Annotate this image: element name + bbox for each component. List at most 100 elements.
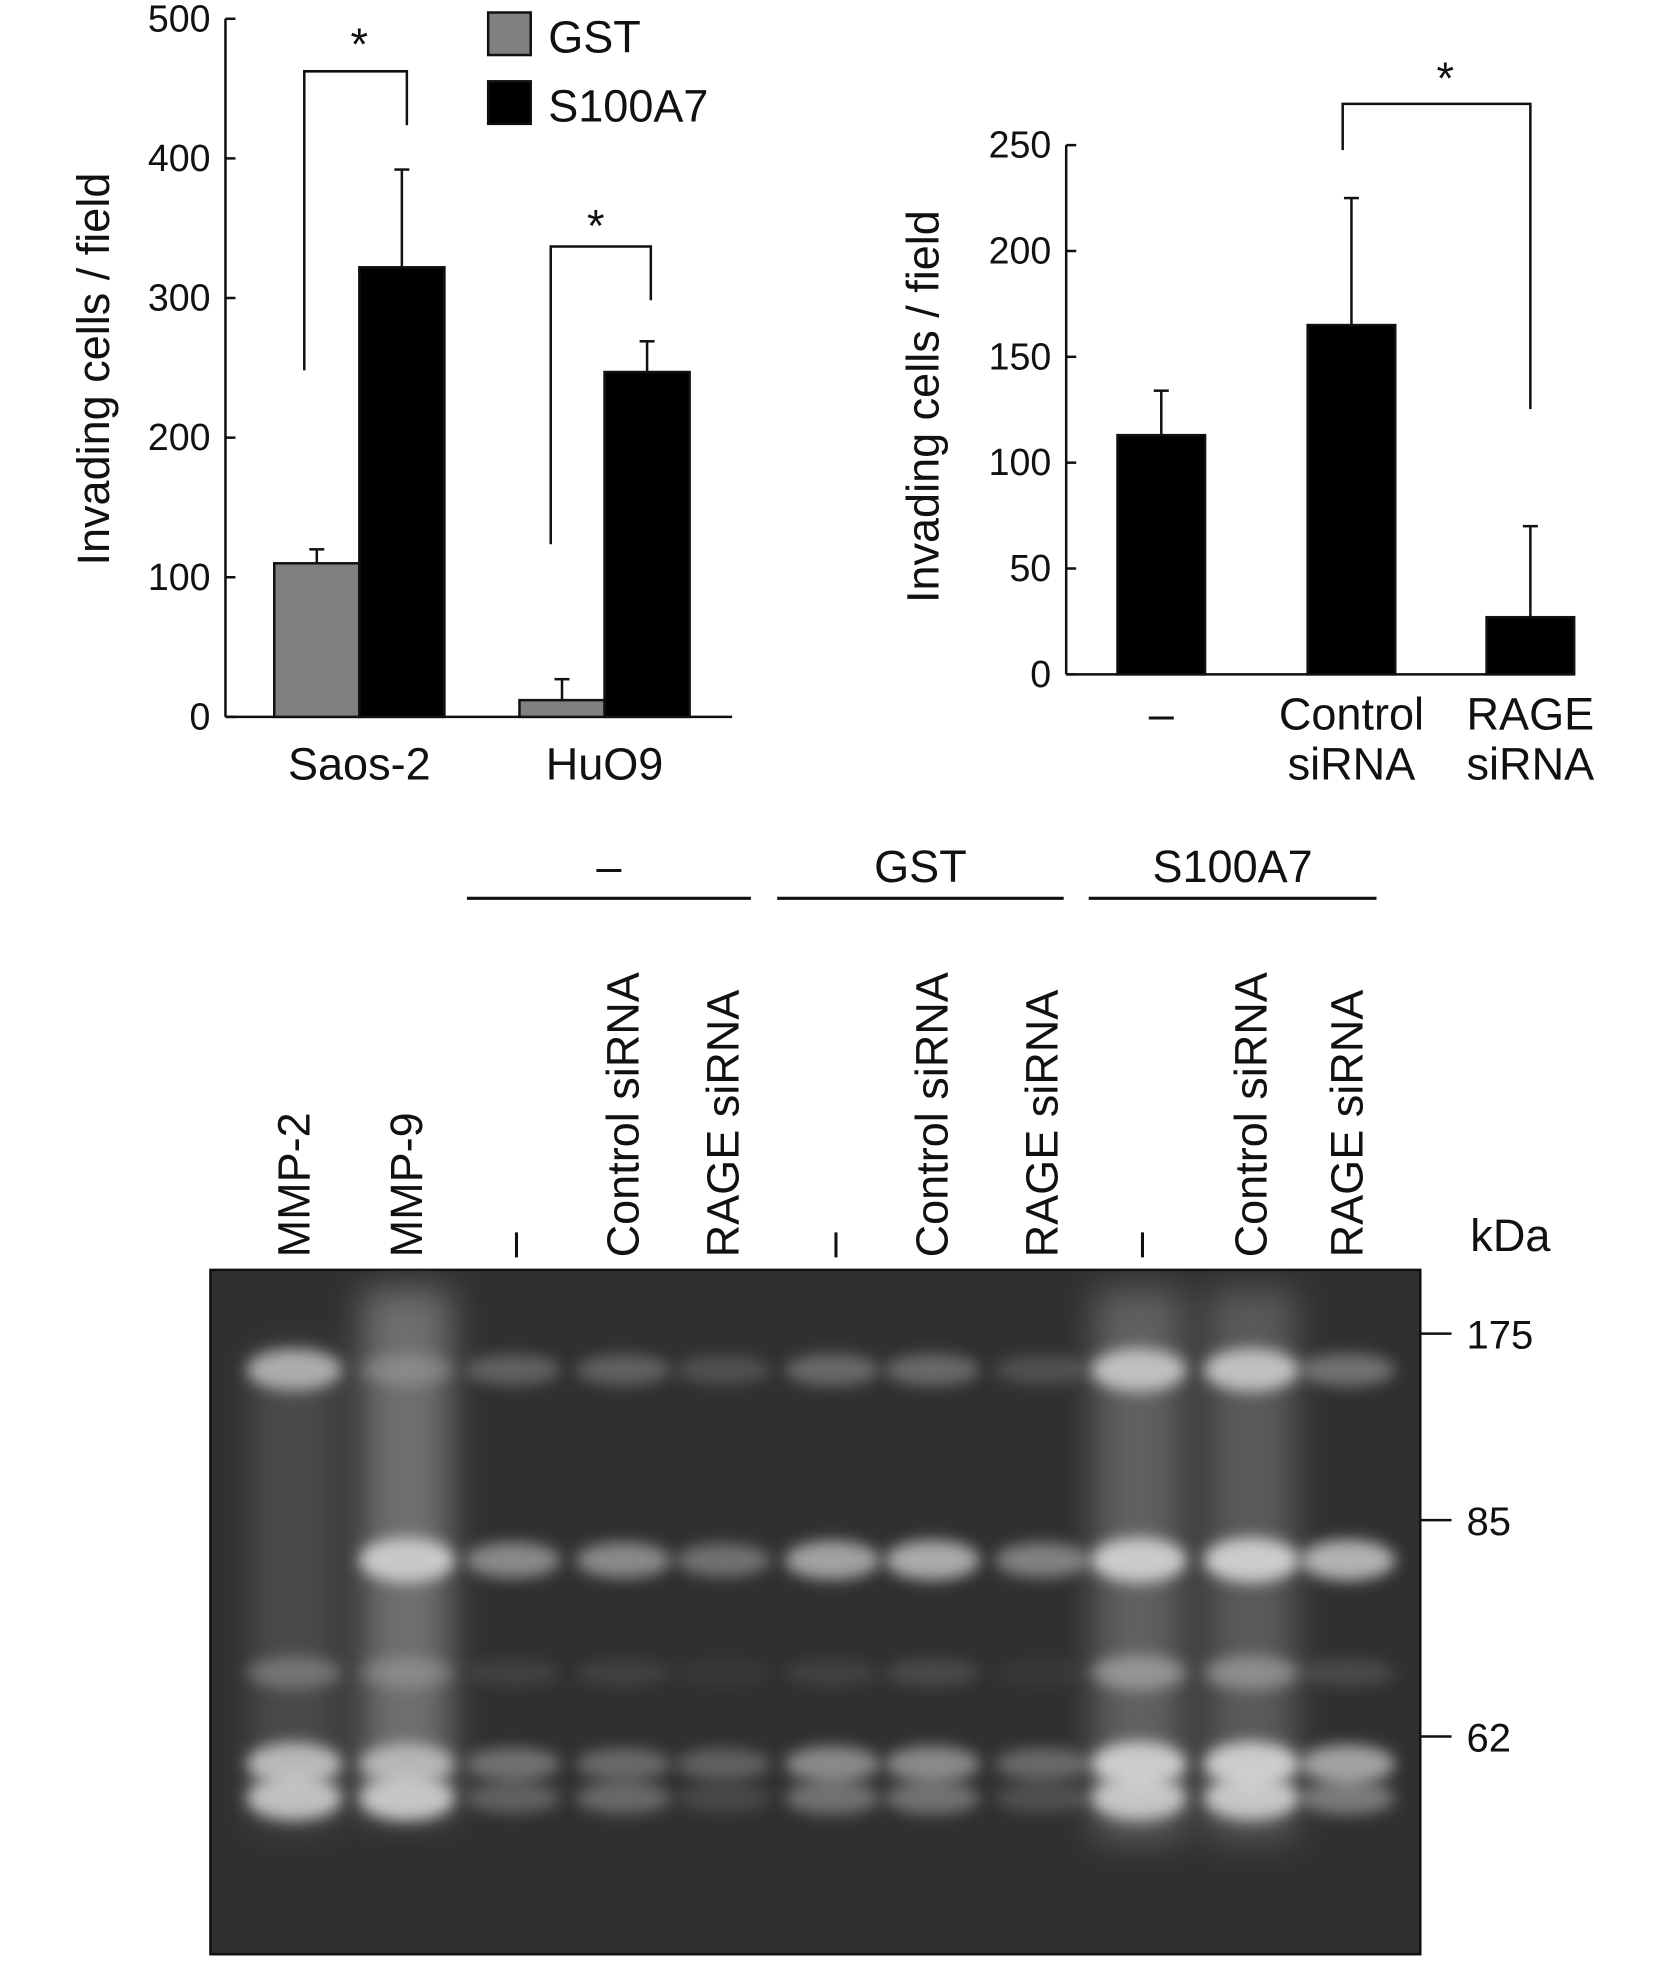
y-tick-label: 300 — [148, 277, 211, 319]
y-tick-label: 200 — [148, 416, 211, 458]
gel-band — [994, 1748, 1090, 1781]
gel-band — [784, 1746, 880, 1783]
gel-band — [675, 1783, 771, 1812]
y-tick-label: 100 — [989, 441, 1052, 483]
gel-band — [884, 1781, 980, 1815]
gel-band — [994, 1355, 1090, 1385]
gel-band — [994, 1659, 1090, 1686]
error-bar — [554, 677, 570, 701]
significance-bracket — [1341, 102, 1532, 410]
y-tick-label: 500 — [148, 0, 211, 39]
y-axis-label: Invading cells / field — [68, 173, 119, 566]
y-tick-label: 50 — [1009, 547, 1051, 589]
group-label: GST — [874, 841, 967, 892]
lane-label: MMP-2 — [268, 1112, 319, 1257]
group-label: S100A7 — [1152, 841, 1312, 892]
bar — [603, 370, 691, 719]
significance-label: * — [587, 200, 605, 251]
y-tick-label: 200 — [989, 229, 1052, 271]
legend-label: GST — [548, 12, 641, 63]
x-tick-label-box: RAGE siRNA — [1466, 689, 1595, 790]
lane-label: – — [806, 1231, 857, 1257]
error-bar — [394, 168, 410, 268]
y-tick-label: 0 — [1030, 653, 1051, 695]
legend-swatch — [486, 80, 532, 126]
lane-label: MMP-9 — [381, 1112, 432, 1257]
gel-bands — [246, 1288, 1396, 1840]
gel-band — [465, 1782, 561, 1814]
bar — [1485, 615, 1576, 676]
gel-band — [1300, 1658, 1396, 1687]
gel-band — [575, 1748, 671, 1781]
y-tick-label: 150 — [989, 335, 1052, 377]
bar — [1306, 323, 1397, 676]
gel-band — [884, 1746, 980, 1783]
gel-band — [675, 1659, 771, 1686]
gel-band — [1300, 1780, 1396, 1815]
lane-label: Control siRNA — [597, 972, 648, 1257]
lane-label: RAGE siRNA — [697, 990, 748, 1258]
bar — [518, 698, 606, 719]
gel-band — [675, 1543, 771, 1577]
significance-bracket — [303, 70, 409, 371]
gel-band — [784, 1659, 880, 1687]
gel-band — [784, 1540, 880, 1580]
error-bar — [1343, 196, 1359, 326]
y-tick-label: 100 — [148, 556, 211, 598]
gel-band — [884, 1658, 980, 1687]
group-label: – — [596, 841, 622, 892]
significance-label: * — [351, 19, 369, 70]
y-tick-label: 400 — [148, 137, 211, 179]
gel-band — [884, 1540, 980, 1581]
error-bar — [309, 548, 325, 564]
gel-band — [675, 1748, 771, 1780]
error-bar — [1522, 524, 1538, 618]
marker-label: 62 — [1467, 1717, 1512, 1761]
y-tick-label: 0 — [190, 695, 211, 737]
gel-smear — [1207, 1288, 1296, 1840]
gel-band — [465, 1354, 561, 1386]
y-axis-label: Invading cells / field — [898, 210, 949, 603]
x-tick-label: HuO9 — [546, 738, 664, 789]
marker-label: 85 — [1467, 1500, 1512, 1544]
error-bar — [639, 340, 655, 373]
significance-bracket — [549, 245, 653, 545]
legend-swatch — [486, 11, 532, 57]
lane-label: RAGE siRNA — [1322, 990, 1373, 1258]
significance-label: * — [1437, 53, 1455, 104]
x-tick-label-box: Control siRNA — [1278, 689, 1425, 790]
legend-label: S100A7 — [548, 80, 708, 131]
bar — [1116, 433, 1207, 676]
bar — [273, 562, 361, 719]
gel-band — [1300, 1539, 1396, 1581]
y-tick-label: 250 — [989, 124, 1052, 166]
error-bar — [1153, 389, 1169, 436]
gel-band — [465, 1542, 561, 1579]
gel-smear — [363, 1288, 451, 1815]
gel-band — [784, 1353, 880, 1386]
x-tick-label-box: – — [1148, 689, 1174, 740]
lane-label: – — [487, 1231, 538, 1257]
gel-band — [884, 1353, 980, 1386]
x-tick-label: Saos-2 — [288, 738, 431, 789]
gel-band — [784, 1781, 880, 1815]
x-tick-label: – — [1148, 689, 1174, 740]
gel-band — [994, 1783, 1090, 1813]
gel-band — [575, 1781, 671, 1814]
gel-smear — [1094, 1288, 1183, 1840]
lane-label: RAGE siRNA — [1016, 990, 1067, 1258]
lane-label: Control siRNA — [1225, 972, 1276, 1257]
gel-smear — [250, 1351, 339, 1827]
gel-band — [575, 1659, 671, 1687]
gel-band — [1300, 1744, 1396, 1784]
gel-band — [994, 1542, 1090, 1578]
marker-label: 175 — [1467, 1314, 1534, 1358]
x-tick-label: Control siRNA — [1278, 689, 1425, 790]
x-tick-label: RAGE siRNA — [1466, 689, 1595, 790]
gel-band — [465, 1747, 561, 1781]
gel-band — [1300, 1353, 1396, 1387]
unit-label: kDa — [1470, 1210, 1551, 1261]
lane-label: Control siRNA — [906, 972, 957, 1257]
